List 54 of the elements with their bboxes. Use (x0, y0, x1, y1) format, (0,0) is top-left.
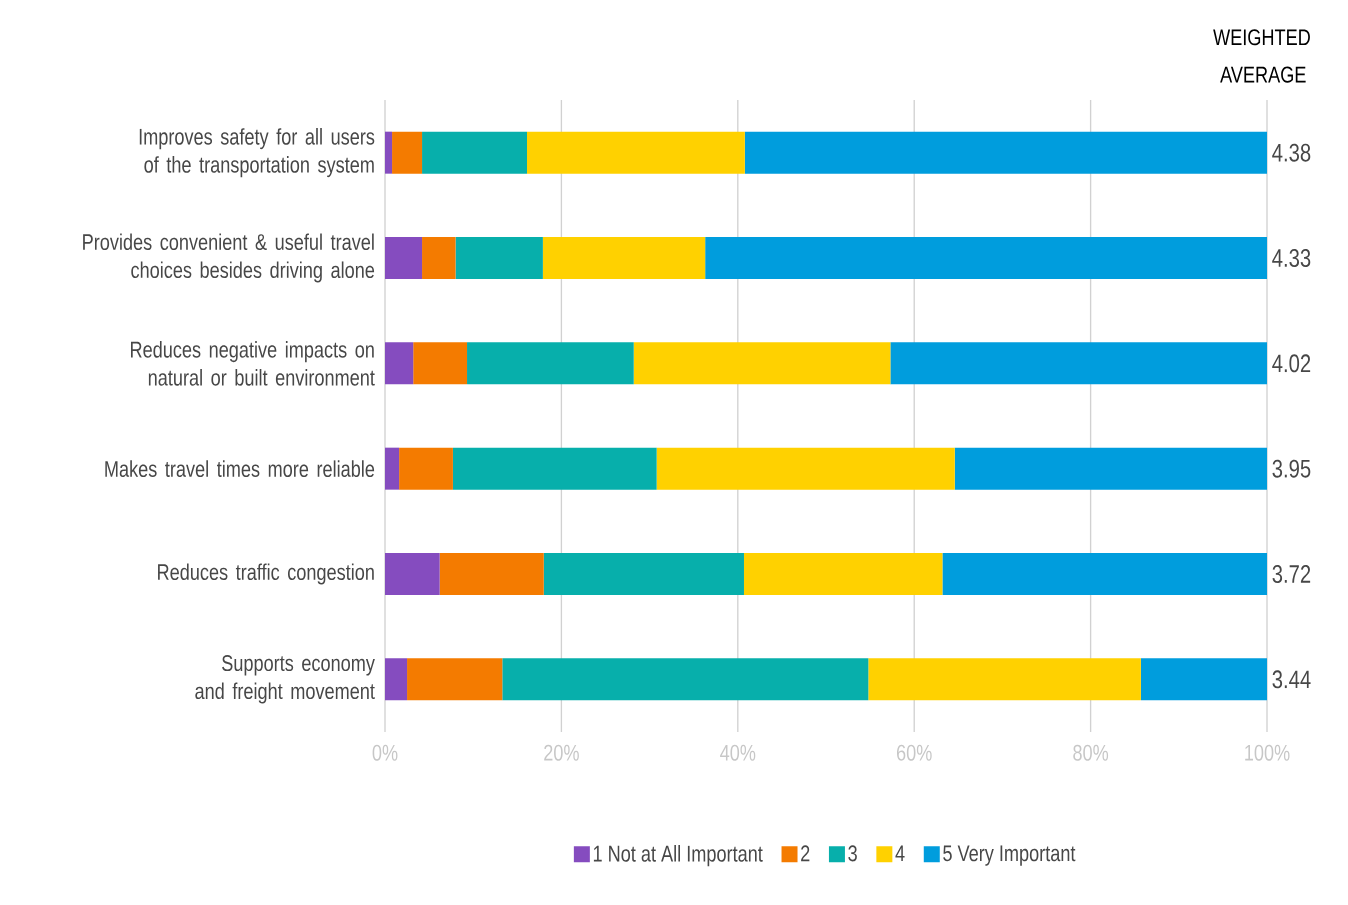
bar (542, 236, 706, 279)
text: 3.44 (1272, 670, 1311, 689)
x-tick-label: 100% (1245, 744, 1290, 761)
bar (439, 552, 544, 595)
y-tick-label: Reduces traffic congestion (158, 563, 374, 585)
bar (385, 342, 414, 385)
text: 4.02 (1272, 354, 1311, 373)
bar (407, 658, 503, 701)
bar (954, 447, 1268, 490)
y-tick-label: Reduces negative impacts on natural or built environment (131, 340, 375, 386)
text: 3.72 (1272, 564, 1311, 583)
y-tick-label: Supports economy and freight movement (195, 654, 375, 704)
bar (543, 552, 744, 595)
text: WEIGHTED AVERAGE (1213, 29, 1310, 83)
text: 4.33 (1272, 248, 1311, 267)
bar (890, 342, 1268, 385)
legend-label: 4 (895, 845, 905, 861)
bar (502, 658, 869, 701)
bar (385, 447, 400, 490)
legend-label: 5 Very Important (943, 845, 1076, 866)
x-tick-label: 20% (544, 744, 579, 761)
bar (527, 131, 745, 174)
legend-label: 3 (848, 845, 857, 862)
bar (385, 131, 393, 174)
bar (385, 552, 440, 595)
bar (385, 236, 423, 279)
bar (743, 552, 943, 595)
bar (744, 131, 1268, 174)
text: 4.38 (1272, 143, 1311, 162)
bar (868, 658, 1141, 701)
bar (422, 236, 456, 279)
bar (1140, 658, 1268, 701)
x-tick-label: 80% (1073, 744, 1109, 761)
y-tick-label: Improves safety for all users of the transportation system (139, 127, 375, 178)
bar (705, 236, 1268, 279)
bar (467, 342, 634, 385)
legend-label: 1 Not at All Important (593, 844, 763, 867)
bar (422, 131, 528, 174)
bar (455, 236, 543, 279)
bar (656, 447, 955, 490)
bar (392, 131, 423, 174)
x-tick-label: 60% (896, 744, 932, 761)
bar (942, 552, 1268, 595)
x-tick-label: 0% (372, 744, 398, 761)
bar (452, 447, 657, 490)
bar (633, 342, 891, 385)
text: 3.95 (1272, 459, 1311, 478)
y-tick-label: Makes travel times more reliable (105, 460, 375, 477)
bar (399, 447, 453, 490)
bar (385, 658, 408, 701)
y-tick-label: Provides convenient & useful travel choices besides driving alone (83, 233, 375, 283)
x-tick-label: 40% (720, 744, 756, 761)
bar (413, 342, 468, 385)
legend-label: 2 (801, 845, 810, 862)
